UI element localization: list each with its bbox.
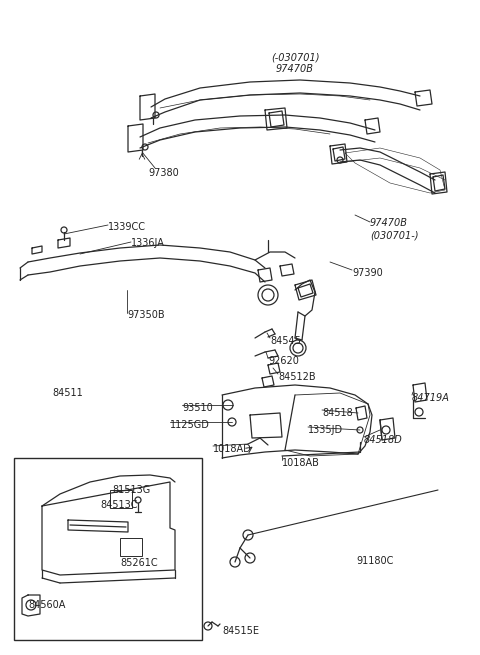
Text: 84560A: 84560A bbox=[28, 600, 65, 610]
Text: 84518: 84518 bbox=[322, 408, 353, 418]
Text: 1339CC: 1339CC bbox=[108, 222, 146, 232]
Text: 97350B: 97350B bbox=[127, 310, 165, 320]
Text: 97380: 97380 bbox=[148, 168, 179, 178]
Text: 1125GD: 1125GD bbox=[170, 420, 210, 430]
Bar bbox=[14, 458, 202, 640]
Text: 84513C: 84513C bbox=[100, 500, 137, 510]
Text: 97390: 97390 bbox=[352, 268, 383, 278]
Text: 1335JD: 1335JD bbox=[308, 425, 343, 435]
Text: 93510: 93510 bbox=[182, 403, 213, 413]
Bar bbox=[120, 538, 142, 556]
Text: 91180C: 91180C bbox=[356, 556, 394, 566]
Text: (030701-): (030701-) bbox=[370, 230, 419, 240]
Text: 1018AD: 1018AD bbox=[213, 444, 252, 454]
Text: 84511: 84511 bbox=[52, 388, 83, 398]
Text: 97470B: 97470B bbox=[276, 64, 314, 74]
Text: 84515E: 84515E bbox=[222, 626, 259, 636]
Text: 85261C: 85261C bbox=[120, 558, 157, 568]
Text: 84512B: 84512B bbox=[278, 372, 316, 382]
Text: 84545: 84545 bbox=[270, 336, 301, 346]
Text: (-030701): (-030701) bbox=[271, 52, 319, 62]
Text: 92620: 92620 bbox=[268, 356, 299, 366]
Bar bbox=[110, 490, 132, 508]
Text: 1336JA: 1336JA bbox=[131, 238, 165, 248]
Text: 1018AB: 1018AB bbox=[282, 458, 320, 468]
Text: 97470B: 97470B bbox=[370, 218, 408, 228]
Text: 84719A: 84719A bbox=[412, 393, 450, 403]
Text: 84518D: 84518D bbox=[364, 435, 403, 445]
Text: 81513G: 81513G bbox=[112, 485, 150, 495]
